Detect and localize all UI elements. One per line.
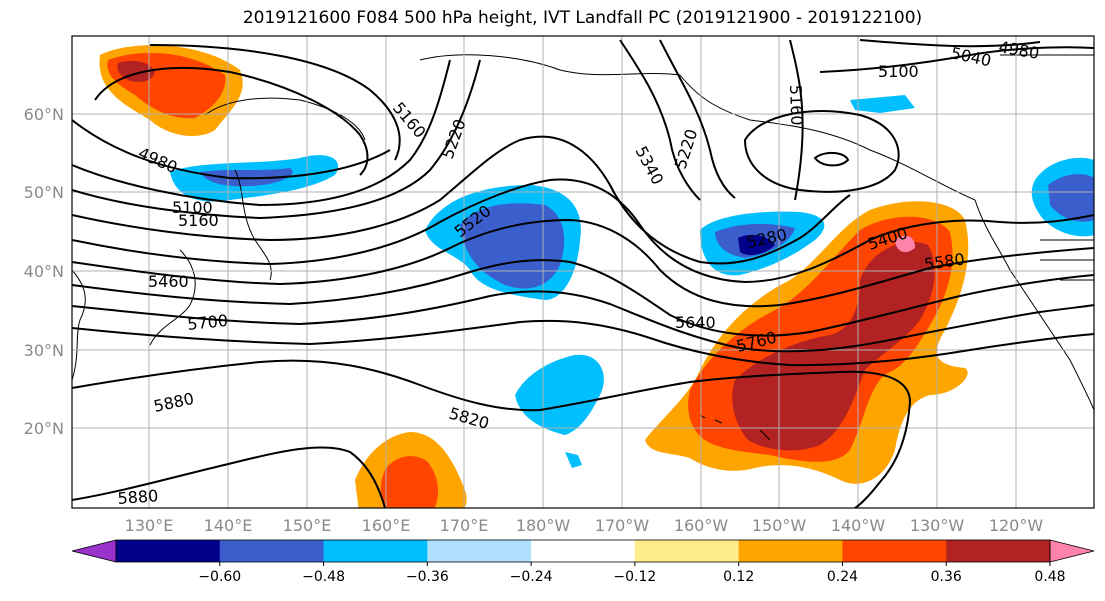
colorbar-tick-label: −0.12 xyxy=(613,569,656,585)
contour-label: 5100 xyxy=(172,198,213,217)
lon-label: 160°E xyxy=(362,516,411,535)
contour-label: 5880 xyxy=(152,389,196,416)
lat-label: 20°N xyxy=(24,419,64,438)
colorbar-tick-label: −0.36 xyxy=(406,569,449,585)
lon-label: 150°E xyxy=(283,516,332,535)
map-frame xyxy=(71,35,1095,509)
lat-label: 30°N xyxy=(24,341,64,360)
colorbar-tick-label: −0.24 xyxy=(510,569,553,585)
contour-label: 4980 xyxy=(135,143,180,177)
colorbar-tick-label: −0.60 xyxy=(198,569,241,585)
lon-label: 130°E xyxy=(125,516,174,535)
colorbar-extend-max xyxy=(1049,539,1095,563)
contour-labels: 4980 4980 5040 5100 5100 5160 5160 5220 … xyxy=(117,37,1041,508)
lat-label: 50°N xyxy=(24,183,64,202)
lon-label: 170°E xyxy=(440,516,489,535)
colorbar-outline xyxy=(115,539,1051,563)
lat-label: 60°N xyxy=(24,105,64,124)
colorbar-tick-label: 0.48 xyxy=(1034,569,1065,585)
lat-label: 40°N xyxy=(24,262,64,281)
colorbar-segment xyxy=(634,540,740,562)
latitude-labels: 60°N 50°N 40°N 30°N 20°N xyxy=(24,105,64,438)
height-contours xyxy=(72,39,1094,508)
longitude-labels: 130°E 140°E 150°E 160°E 170°E 180°W 170°… xyxy=(125,516,1044,535)
contour-label: 4980 xyxy=(997,37,1040,63)
lon-label: 140°W xyxy=(831,516,886,535)
colorbar-segment xyxy=(116,540,221,562)
colorbar: −0.60 −0.48 −0.36 −0.24 −0.12 0.12 0.24 0.36 0.4… xyxy=(71,539,1095,585)
graticule xyxy=(72,36,1094,508)
lon-label: 170°W xyxy=(595,516,650,535)
colorbar-segment xyxy=(531,540,636,562)
contour-label: 5460 xyxy=(148,272,189,291)
lon-label: 120°W xyxy=(989,516,1044,535)
colorbar-segment xyxy=(946,540,1051,562)
contour-label: 5220 xyxy=(438,117,470,162)
colorbar-tick-label: 0.24 xyxy=(827,569,858,585)
lon-label: 150°W xyxy=(752,516,807,535)
contour-label: 5340 xyxy=(631,143,667,188)
contour-label: 5040 xyxy=(949,43,993,70)
contour-label: 5220 xyxy=(671,127,702,172)
colorbar-segment xyxy=(738,540,843,562)
lon-label: 130°W xyxy=(910,516,965,535)
contour-label: 5640 xyxy=(675,313,716,332)
contour-label: 5160 xyxy=(786,84,806,125)
colorbar-segment xyxy=(323,540,428,562)
colorbar-tick-label: 0.36 xyxy=(931,569,962,585)
contour-label: 5160 xyxy=(178,211,219,230)
contour-label: 5700 xyxy=(186,311,228,334)
colorbar-tick-label: 0.12 xyxy=(723,569,754,585)
colorbar-extend-min xyxy=(71,539,117,563)
colorbar-tick-label: −0.48 xyxy=(302,569,345,585)
colorbar-segment xyxy=(219,540,325,562)
contour-label: 5820 xyxy=(447,404,491,433)
lon-label: 140°E xyxy=(204,516,253,535)
colorbar-segment xyxy=(842,540,947,562)
lon-label: 160°W xyxy=(674,516,729,535)
contour-label: 5880 xyxy=(117,486,159,508)
map-title: 2019121600 F084 500 hPa height, IVT Land… xyxy=(242,8,923,28)
colorbar-segment xyxy=(427,540,532,562)
lon-label: 180°W xyxy=(516,516,571,535)
contour-label: 5100 xyxy=(878,62,919,81)
